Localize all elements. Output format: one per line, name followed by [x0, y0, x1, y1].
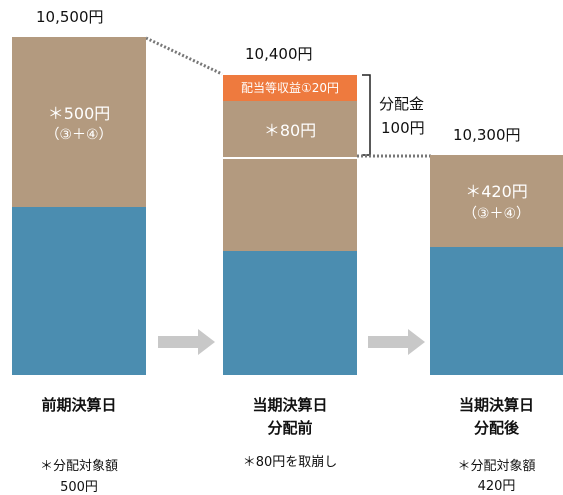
bar3-note-line2: 420円 [477, 479, 516, 494]
bar2-dividend-segment [223, 75, 357, 101]
dotted-connector-1 [146, 36, 223, 76]
bar2-divider [223, 157, 357, 159]
bar2-base-segment [223, 251, 357, 375]
bar1-caption: 前期決算日 [41, 396, 117, 414]
bar2-remaining-segment [223, 159, 357, 251]
distribution-label-line1: 分配金 [379, 95, 425, 113]
bar1-note-line2: 500円 [60, 480, 98, 495]
dotted-connector-2 [357, 154, 431, 158]
arrow-right-icon [158, 329, 215, 355]
bar3-total: 10,300円 [453, 126, 521, 144]
bar1-note-line1: ＊分配対象額 [39, 459, 118, 474]
bar3-caption-line2: 分配後 [473, 419, 519, 437]
bar2-value-label: ＊80円 [263, 121, 317, 140]
distribution-bracket [362, 74, 371, 156]
bar3-note-line1: ＊分配対象額 [457, 459, 536, 474]
bar3-value-sub: （③＋④） [462, 206, 531, 222]
bar2-note-line1: ＊80円を取崩し [242, 455, 338, 470]
bar3-distributable-segment [430, 155, 563, 247]
bar2-withdrawn-segment [223, 101, 357, 157]
bar3-caption-line1: 当期決算日 [458, 396, 534, 414]
bar1-total: 10,500円 [36, 8, 104, 26]
bar3-value-label: ＊420円 [465, 182, 528, 201]
bar2-dividend-label: 配当等収益①20円 [240, 81, 340, 95]
bar2-caption-line2: 分配前 [267, 419, 313, 437]
bar1-distributable-segment [12, 37, 146, 207]
bar1-value-label: ＊500円 [47, 104, 111, 123]
bar2-total: 10,400円 [245, 45, 313, 63]
distribution-label-line2: 100円 [381, 119, 425, 137]
arrow-right-icon [368, 329, 425, 355]
bar1-value-sub: （③＋④） [45, 127, 113, 143]
bar2-caption-line1: 当期決算日 [252, 396, 328, 414]
bar3-base-segment [430, 247, 563, 375]
bar1-base-segment [12, 207, 146, 375]
